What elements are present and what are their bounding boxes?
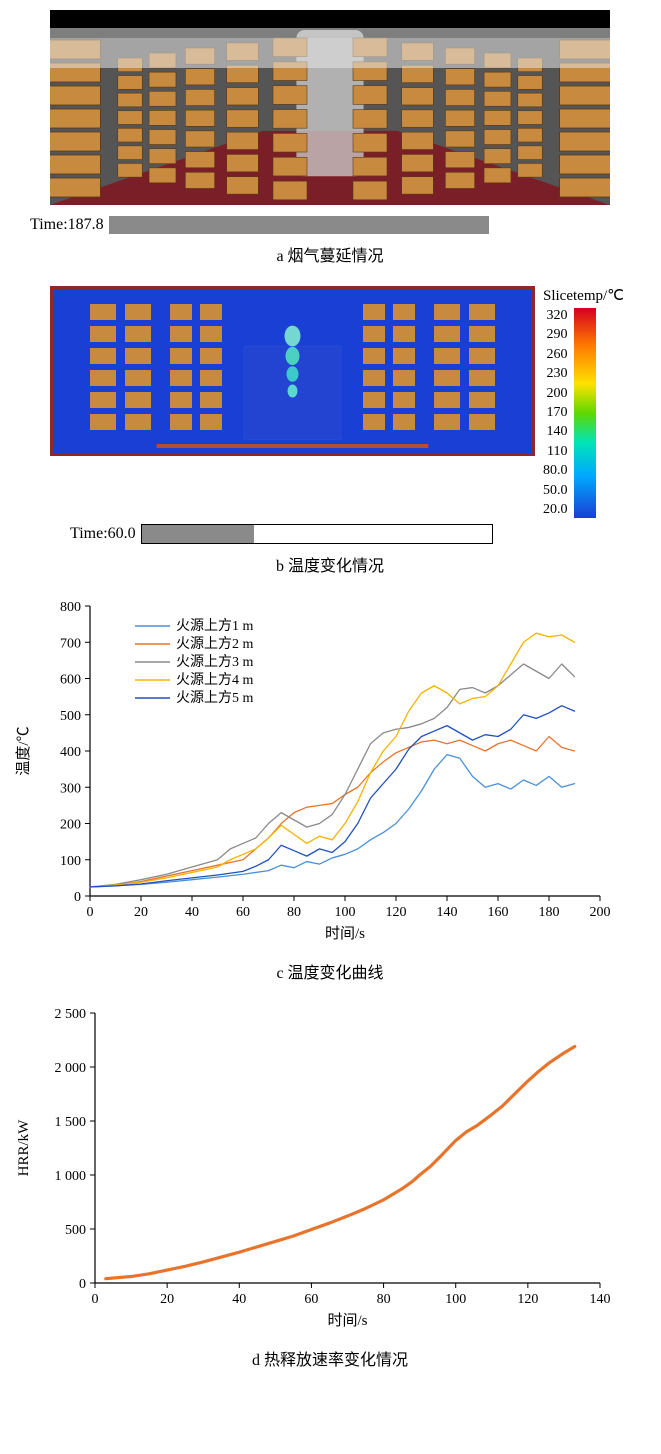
caption-d: d 热释放速率变化情况 <box>10 1346 650 1370</box>
panel-c: 0 20 40 60 80 100 120 140 160 180 200 0 100 200 300 400… <box>10 596 650 983</box>
svg-text:600: 600 <box>60 673 81 688</box>
colorbar-tick: 320 <box>543 308 568 324</box>
colorbar-tick: 140 <box>543 424 568 440</box>
svg-text:20: 20 <box>160 1292 174 1307</box>
svg-text:80: 80 <box>377 1292 391 1307</box>
svg-text:温度/℃: 温度/℃ <box>15 726 32 775</box>
svg-text:1 500: 1 500 <box>55 1115 87 1130</box>
colorbar-tick: 20.0 <box>543 502 568 518</box>
svg-text:火源上方5 m: 火源上方5 m <box>176 690 253 706</box>
svg-text:500: 500 <box>60 709 81 724</box>
svg-text:时间/s: 时间/s <box>327 1312 367 1329</box>
svg-text:HRR/kW: HRR/kW <box>16 1119 32 1177</box>
panel-b: Slicetemp/℃ 320 290 260 230 200 170 140 110 80.0… <box>10 286 650 576</box>
svg-text:2 000: 2 000 <box>55 1061 87 1076</box>
colorbar-tick: 290 <box>543 327 568 343</box>
svg-text:200: 200 <box>60 818 81 833</box>
svg-text:500: 500 <box>65 1223 86 1238</box>
svg-text:100: 100 <box>445 1292 466 1307</box>
svg-text:火源上方3 m: 火源上方3 m <box>176 654 253 670</box>
svg-text:80: 80 <box>287 905 301 920</box>
colorbar-tick: 80.0 <box>543 463 568 479</box>
svg-text:1 000: 1 000 <box>55 1169 87 1184</box>
time-label-a: Time:187.8 <box>30 216 104 234</box>
svg-text:700: 700 <box>60 636 81 651</box>
colorbar-tick: 260 <box>543 347 568 363</box>
svg-text:100: 100 <box>60 854 81 869</box>
svg-text:180: 180 <box>539 905 560 920</box>
svg-text:800: 800 <box>60 600 81 615</box>
svg-text:120: 120 <box>386 905 407 920</box>
caption-c: c 温度变化曲线 <box>10 959 650 983</box>
svg-text:0: 0 <box>74 890 81 905</box>
smoke-render <box>50 10 610 205</box>
svg-text:40: 40 <box>232 1292 246 1307</box>
temperature-curves-chart: 0 20 40 60 80 100 120 140 160 180 200 0 100 200 300 400… <box>10 596 610 946</box>
svg-text:火源上方4 m: 火源上方4 m <box>176 672 253 688</box>
progress-fill-a <box>109 216 489 234</box>
svg-text:20: 20 <box>134 905 148 920</box>
svg-text:100: 100 <box>335 905 356 920</box>
colorbar: 320 290 260 230 200 170 140 110 80.0 50.0 20.0 <box>543 308 624 518</box>
svg-text:160: 160 <box>488 905 509 920</box>
svg-text:140: 140 <box>437 905 458 920</box>
caption-b: b 温度变化情况 <box>10 552 650 576</box>
progress-bar-a <box>109 216 489 234</box>
svg-text:400: 400 <box>60 745 81 760</box>
temperature-slice-render <box>50 286 535 456</box>
svg-text:0: 0 <box>92 1292 99 1307</box>
colorbar-tick: 50.0 <box>543 483 568 499</box>
colorbar-tick: 230 <box>543 366 568 382</box>
svg-text:2 500: 2 500 <box>55 1007 87 1022</box>
progress-bar-b <box>141 524 493 544</box>
colorbar-tick: 170 <box>543 405 568 421</box>
svg-text:时间/s: 时间/s <box>325 925 365 942</box>
time-label-b: Time:60.0 <box>70 525 136 543</box>
svg-text:40: 40 <box>185 905 199 920</box>
hrr-curve-chart: 0 20 40 60 80 100 120 140 0 500 1 000 1 500 2 000 2 5… <box>10 1003 610 1333</box>
svg-text:120: 120 <box>517 1292 538 1307</box>
time-row-a: Time:187.8 <box>10 216 650 234</box>
svg-text:140: 140 <box>590 1292 611 1307</box>
colorbar-tick: 110 <box>543 444 568 460</box>
colorbar-tick: 200 <box>543 386 568 402</box>
svg-text:0: 0 <box>79 1277 86 1292</box>
caption-a: a 烟气蔓延情况 <box>10 242 650 266</box>
svg-text:200: 200 <box>590 905 611 920</box>
svg-text:60: 60 <box>304 1292 318 1307</box>
panel-a: Time:187.8 a 烟气蔓延情况 <box>10 10 650 266</box>
svg-text:300: 300 <box>60 781 81 796</box>
svg-text:火源上方1 m: 火源上方1 m <box>176 618 253 634</box>
panel-d: 0 20 40 60 80 100 120 140 0 500 1 000 1 500 2 000 2 5… <box>10 1003 650 1370</box>
svg-text:火源上方2 m: 火源上方2 m <box>176 636 253 652</box>
time-row-b: Time:60.0 <box>10 524 650 544</box>
colorbar-title: Slicetemp/℃ <box>543 286 624 305</box>
svg-text:60: 60 <box>236 905 250 920</box>
progress-fill-b <box>142 525 254 543</box>
svg-text:0: 0 <box>87 905 94 920</box>
